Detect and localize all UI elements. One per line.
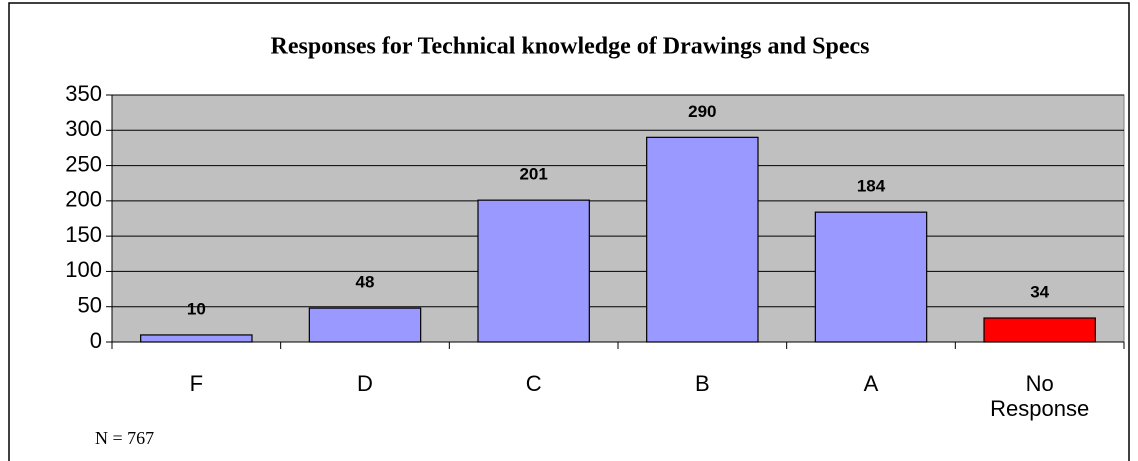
annotation: N = 767 [95, 428, 154, 448]
value-label: 10 [187, 299, 206, 318]
value-label: 201 [519, 165, 547, 184]
value-label: 290 [688, 102, 716, 121]
bar [140, 334, 253, 343]
bar [983, 317, 1096, 343]
y-tick-label: 200 [65, 187, 102, 212]
y-tick-label: 150 [65, 222, 102, 247]
x-tick-label: No Response [990, 371, 1090, 421]
plot-area [111, 94, 1125, 343]
chart-title: Responses for Technical knowledge of Dra… [271, 34, 870, 60]
x-tick-label: A [863, 371, 879, 396]
x-tick-label: B [694, 371, 710, 396]
x-tick-label: F [189, 371, 204, 396]
y-tick-label: 250 [65, 151, 102, 176]
value-label: 184 [857, 177, 886, 196]
value-label: 48 [356, 273, 375, 292]
x-tick-label: C [525, 371, 542, 396]
bar [308, 307, 422, 343]
value-label: 34 [1030, 282, 1049, 301]
y-tick-label: 50 [78, 293, 102, 318]
x-tick-label: D [357, 371, 373, 396]
y-tick-label: 300 [65, 116, 102, 141]
y-tick-label: 350 [65, 81, 102, 106]
bar [646, 136, 759, 343]
y-tick-label: 100 [65, 257, 102, 282]
bar [477, 199, 590, 343]
bar [814, 211, 928, 343]
y-tick-label: 0 [90, 328, 102, 353]
